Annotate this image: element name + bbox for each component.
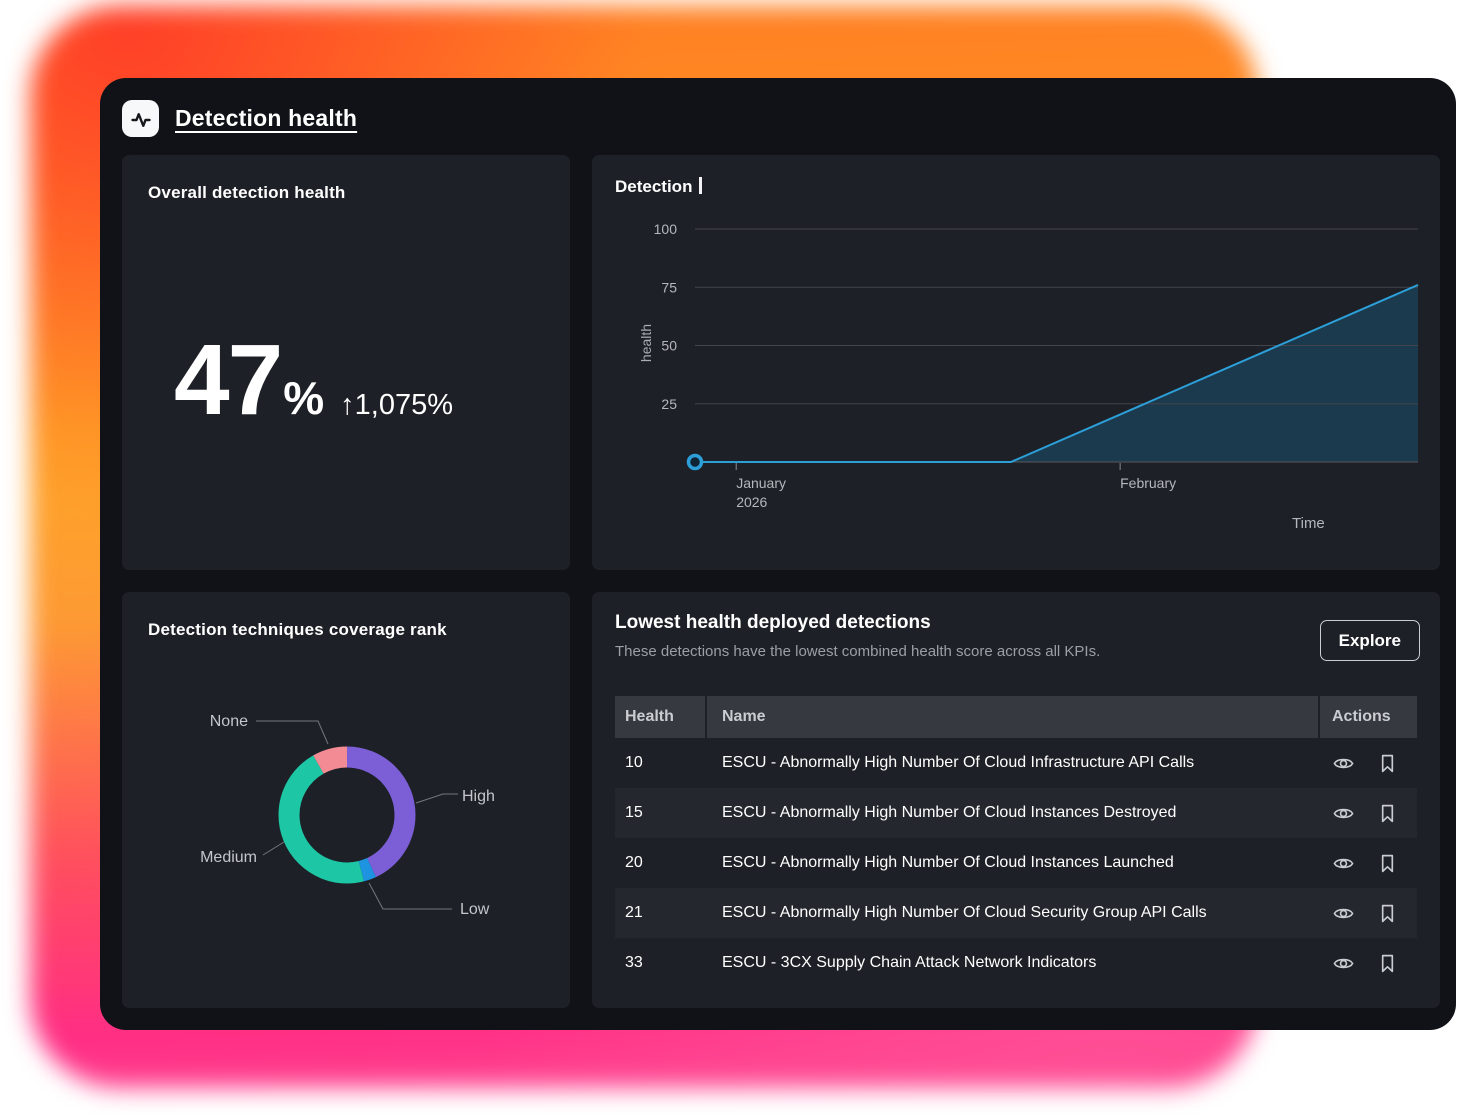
- row-detection-name: ESCU - Abnormally High Number Of Cloud I…: [722, 854, 1174, 871]
- eye-icon[interactable]: [1332, 802, 1355, 825]
- row-detection-name: ESCU - 3CX Supply Chain Attack Network I…: [722, 954, 1097, 971]
- table-subtitle: These detections have the lowest combine…: [615, 643, 1101, 660]
- table-header-row: Health Name Actions: [615, 696, 1417, 738]
- bookmark-icon[interactable]: [1377, 853, 1398, 874]
- bookmark-icon[interactable]: [1377, 803, 1398, 824]
- explore-button[interactable]: Explore: [1319, 620, 1420, 661]
- table-row: 33 ESCU - 3CX Supply Chain Attack Networ…: [615, 938, 1417, 988]
- dashboard-canvas: Detection health Overall detection healt…: [100, 78, 1456, 1030]
- overall-panel-title: Overall detection health: [148, 183, 346, 202]
- eye-icon[interactable]: [1332, 752, 1355, 775]
- row-health-value: 21: [625, 904, 643, 921]
- row-health-value: 10: [625, 754, 643, 771]
- svg-text:25: 25: [661, 396, 677, 412]
- svg-text:2026: 2026: [736, 494, 767, 510]
- stat-delta: ↑1,075%: [340, 389, 453, 421]
- bookmark-icon[interactable]: [1377, 753, 1398, 774]
- table-row: 15 ESCU - Abnormally High Number Of Clou…: [615, 788, 1417, 838]
- table-title: Lowest health deployed detections: [615, 612, 931, 633]
- detections-table: Health Name Actions 10 ESCU - Abnormally…: [615, 696, 1417, 988]
- bookmark-icon[interactable]: [1377, 953, 1398, 974]
- page-title[interactable]: Detection health: [175, 105, 358, 131]
- lowest-health-panel: Lowest health deployed detections These …: [592, 592, 1440, 1008]
- donut-segment-none: [278, 746, 416, 884]
- truncation-caret: [699, 177, 703, 194]
- svg-text:50: 50: [661, 338, 677, 354]
- row-health-value: 33: [625, 954, 643, 971]
- donut-label-low: Low: [460, 901, 490, 918]
- table-row: 21 ESCU - Abnormally High Number Of Clou…: [615, 888, 1417, 938]
- row-detection-name: ESCU - Abnormally High Number Of Cloud I…: [722, 804, 1177, 821]
- row-detection-name: ESCU - Abnormally High Number Of Cloud S…: [722, 904, 1207, 921]
- column-header-name: Name: [707, 696, 1320, 738]
- stat-value: 47: [174, 324, 283, 436]
- coverage-panel-title: Detection techniques coverage rank: [148, 620, 447, 639]
- svg-text:75: 75: [661, 279, 677, 295]
- donut-label-medium: Medium: [200, 849, 257, 866]
- eye-icon[interactable]: [1332, 852, 1355, 875]
- coverage-rank-panel: Detection techniques coverage rank None …: [122, 592, 570, 1008]
- row-health-value: 15: [625, 804, 643, 821]
- donut-label-none: None: [209, 713, 248, 730]
- svg-text:100: 100: [654, 221, 678, 237]
- x-axis-label: Time: [1292, 515, 1325, 532]
- donut-segment-medium: [278, 746, 416, 884]
- eye-icon[interactable]: [1332, 952, 1355, 975]
- row-health-value: 20: [625, 854, 643, 871]
- row-detection-name: ESCU - Abnormally High Number Of Cloud I…: [722, 754, 1195, 771]
- pulse-icon: [122, 100, 159, 137]
- overall-health-panel: Overall detection health 47 % ↑1,075%: [122, 155, 570, 570]
- donut-label-high: High: [462, 788, 495, 805]
- svg-text:February: February: [1120, 475, 1176, 491]
- dashboard-header: Detection health: [122, 100, 357, 137]
- stat-percent-sign: %: [283, 372, 325, 424]
- area-chart: 100 75 50 25 January 2026 February: [654, 221, 1419, 510]
- donut-leader-lines: [256, 720, 458, 910]
- donut-chart: [256, 720, 458, 910]
- table-row: 20 ESCU - Abnormally High Number Of Clou…: [615, 838, 1417, 888]
- eye-icon[interactable]: [1332, 902, 1355, 925]
- bookmark-icon[interactable]: [1377, 903, 1398, 924]
- overall-health-stat: 47 % ↑1,075%: [174, 323, 453, 438]
- trend-chart-title: Detection: [615, 177, 703, 197]
- health-trend-panel: Detection health Time 100 75 50 25 January 20…: [592, 155, 1440, 570]
- table-row: 10 ESCU - Abnormally High Number Of Clou…: [615, 738, 1417, 788]
- column-header-actions: Actions: [1332, 708, 1391, 725]
- column-header-health: Health: [615, 696, 707, 738]
- svg-text:January: January: [736, 475, 786, 491]
